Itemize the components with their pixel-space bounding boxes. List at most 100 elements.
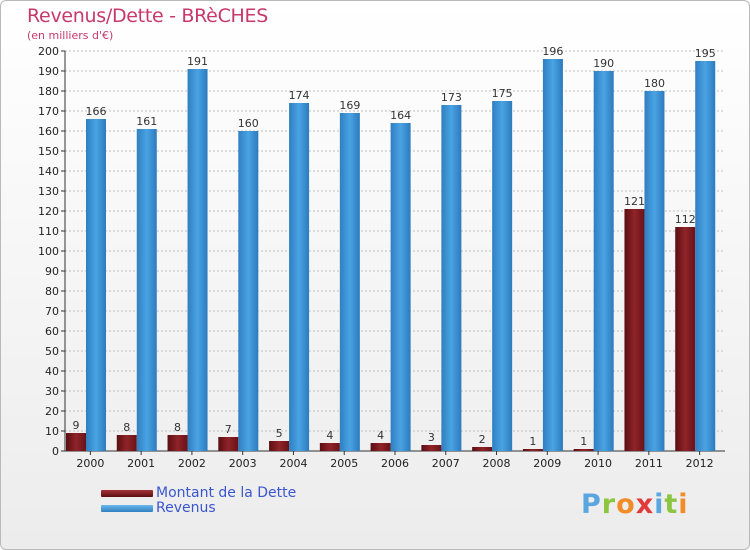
data-label-revenue-2002: 191 <box>187 55 208 68</box>
xtick-label-2002: 2002 <box>178 457 206 470</box>
bar-debt-2004 <box>269 441 290 451</box>
xtick-label-2005: 2005 <box>330 457 358 470</box>
xtick-label-2007: 2007 <box>432 457 460 470</box>
bar-revenue-2010 <box>593 71 614 451</box>
data-label-debt-2003: 7 <box>225 423 232 436</box>
data-label-debt-2011: 121 <box>624 195 645 208</box>
bar-debt-2012 <box>675 227 696 451</box>
data-label-revenue-2009: 196 <box>542 45 563 58</box>
xtick-label-2001: 2001 <box>127 457 155 470</box>
bar-revenue-2012 <box>695 61 716 451</box>
data-label-debt-2001: 8 <box>123 421 130 434</box>
legend-label-revenue: Revenus <box>156 500 216 516</box>
bar-revenue-2009 <box>542 59 563 451</box>
data-label-revenue-2012: 195 <box>695 47 716 60</box>
ytick-label-200: 200 <box>38 45 59 58</box>
bar-debt-2000 <box>66 433 86 451</box>
bar-debt-2006 <box>370 443 391 451</box>
data-label-revenue-2001: 161 <box>136 115 157 128</box>
data-label-debt-2012: 112 <box>675 213 696 226</box>
ytick-label-180: 180 <box>38 85 59 98</box>
xtick-label-2008: 2008 <box>483 457 511 470</box>
ytick-label-20: 20 <box>45 405 59 418</box>
ytick-label-0: 0 <box>52 445 59 458</box>
ytick-label-120: 120 <box>38 205 59 218</box>
chart-subtitle: (en milliers d'€) <box>27 29 114 42</box>
xtick-label-2012: 2012 <box>686 457 714 470</box>
legend-label-debt: Montant de la Dette <box>156 485 297 501</box>
xtick-label-2000: 2000 <box>76 457 104 470</box>
bar-debt-2001 <box>116 435 137 451</box>
data-label-debt-2004: 5 <box>276 427 283 440</box>
data-label-debt-2010: 1 <box>580 435 587 448</box>
bar-debt-2002 <box>167 435 188 451</box>
bar-revenue-2011 <box>644 91 665 451</box>
bar-revenue-2000 <box>86 119 106 451</box>
logo-letter: x <box>635 489 655 520</box>
ytick-label-10: 10 <box>45 425 59 438</box>
data-label-debt-2005: 4 <box>326 429 333 442</box>
xtick-label-2003: 2003 <box>229 457 257 470</box>
data-label-revenue-2003: 160 <box>238 117 259 130</box>
bar-debt-2007 <box>421 445 442 451</box>
data-label-debt-2009: 1 <box>529 435 536 448</box>
xtick-label-2009: 2009 <box>533 457 561 470</box>
ytick-label-90: 90 <box>45 265 59 278</box>
ytick-label-30: 30 <box>45 385 59 398</box>
data-label-revenue-2011: 180 <box>644 77 665 90</box>
ytick-label-150: 150 <box>38 145 59 158</box>
bar-revenue-2006 <box>390 123 411 451</box>
data-label-debt-2002: 8 <box>174 421 181 434</box>
ytick-label-60: 60 <box>45 325 59 338</box>
ytick-label-110: 110 <box>38 225 59 238</box>
ytick-label-40: 40 <box>45 365 59 378</box>
proxiti-logo: Proxiti <box>581 489 689 520</box>
logo-letter: i <box>654 489 665 520</box>
chart-title: Revenus/Dette - BRèCHES <box>27 5 268 27</box>
data-label-revenue-2000: 166 <box>86 105 107 118</box>
data-label-revenue-2010: 190 <box>593 57 614 70</box>
bar-debt-2009 <box>522 449 543 451</box>
bar-revenue-2005 <box>339 113 360 451</box>
data-label-debt-2000: 9 <box>73 419 80 432</box>
ytick-label-130: 130 <box>38 185 59 198</box>
bar-revenue-2003 <box>238 131 259 451</box>
data-label-revenue-2005: 169 <box>339 99 360 112</box>
logo-letter: o <box>616 489 636 520</box>
bar-debt-2003 <box>218 437 239 451</box>
data-label-revenue-2004: 174 <box>289 89 310 102</box>
ytick-label-80: 80 <box>45 285 59 298</box>
bar-debt-2005 <box>319 443 340 451</box>
xtick-label-2004: 2004 <box>279 457 307 470</box>
data-label-debt-2006: 4 <box>377 429 384 442</box>
bar-debt-2008 <box>472 447 493 451</box>
logo-letter: r <box>601 489 617 520</box>
ytick-label-70: 70 <box>45 305 59 318</box>
bar-revenue-2002 <box>187 69 208 451</box>
data-label-debt-2007: 3 <box>428 431 435 444</box>
logo-letter: P <box>581 489 602 520</box>
ytick-label-160: 160 <box>38 125 59 138</box>
bar-revenue-2004 <box>289 103 310 451</box>
ytick-label-100: 100 <box>38 245 59 258</box>
ytick-label-170: 170 <box>38 105 59 118</box>
bar-revenue-2001 <box>136 129 157 451</box>
legend-swatch-revenue <box>101 505 153 512</box>
xtick-label-2011: 2011 <box>635 457 663 470</box>
legend-swatch-debt <box>101 490 153 497</box>
logo-letter: t <box>664 489 679 520</box>
data-label-revenue-2007: 173 <box>441 91 462 104</box>
bar-revenue-2007 <box>441 105 462 451</box>
data-label-revenue-2008: 175 <box>492 87 513 100</box>
ytick-label-50: 50 <box>45 345 59 358</box>
data-label-debt-2008: 2 <box>479 433 486 446</box>
ytick-label-140: 140 <box>38 165 59 178</box>
xtick-label-2006: 2006 <box>381 457 409 470</box>
logo-letter: i <box>678 489 689 520</box>
data-label-revenue-2006: 164 <box>390 109 411 122</box>
ytick-label-190: 190 <box>38 65 59 78</box>
bar-debt-2011 <box>624 209 645 451</box>
xtick-label-2010: 2010 <box>584 457 612 470</box>
